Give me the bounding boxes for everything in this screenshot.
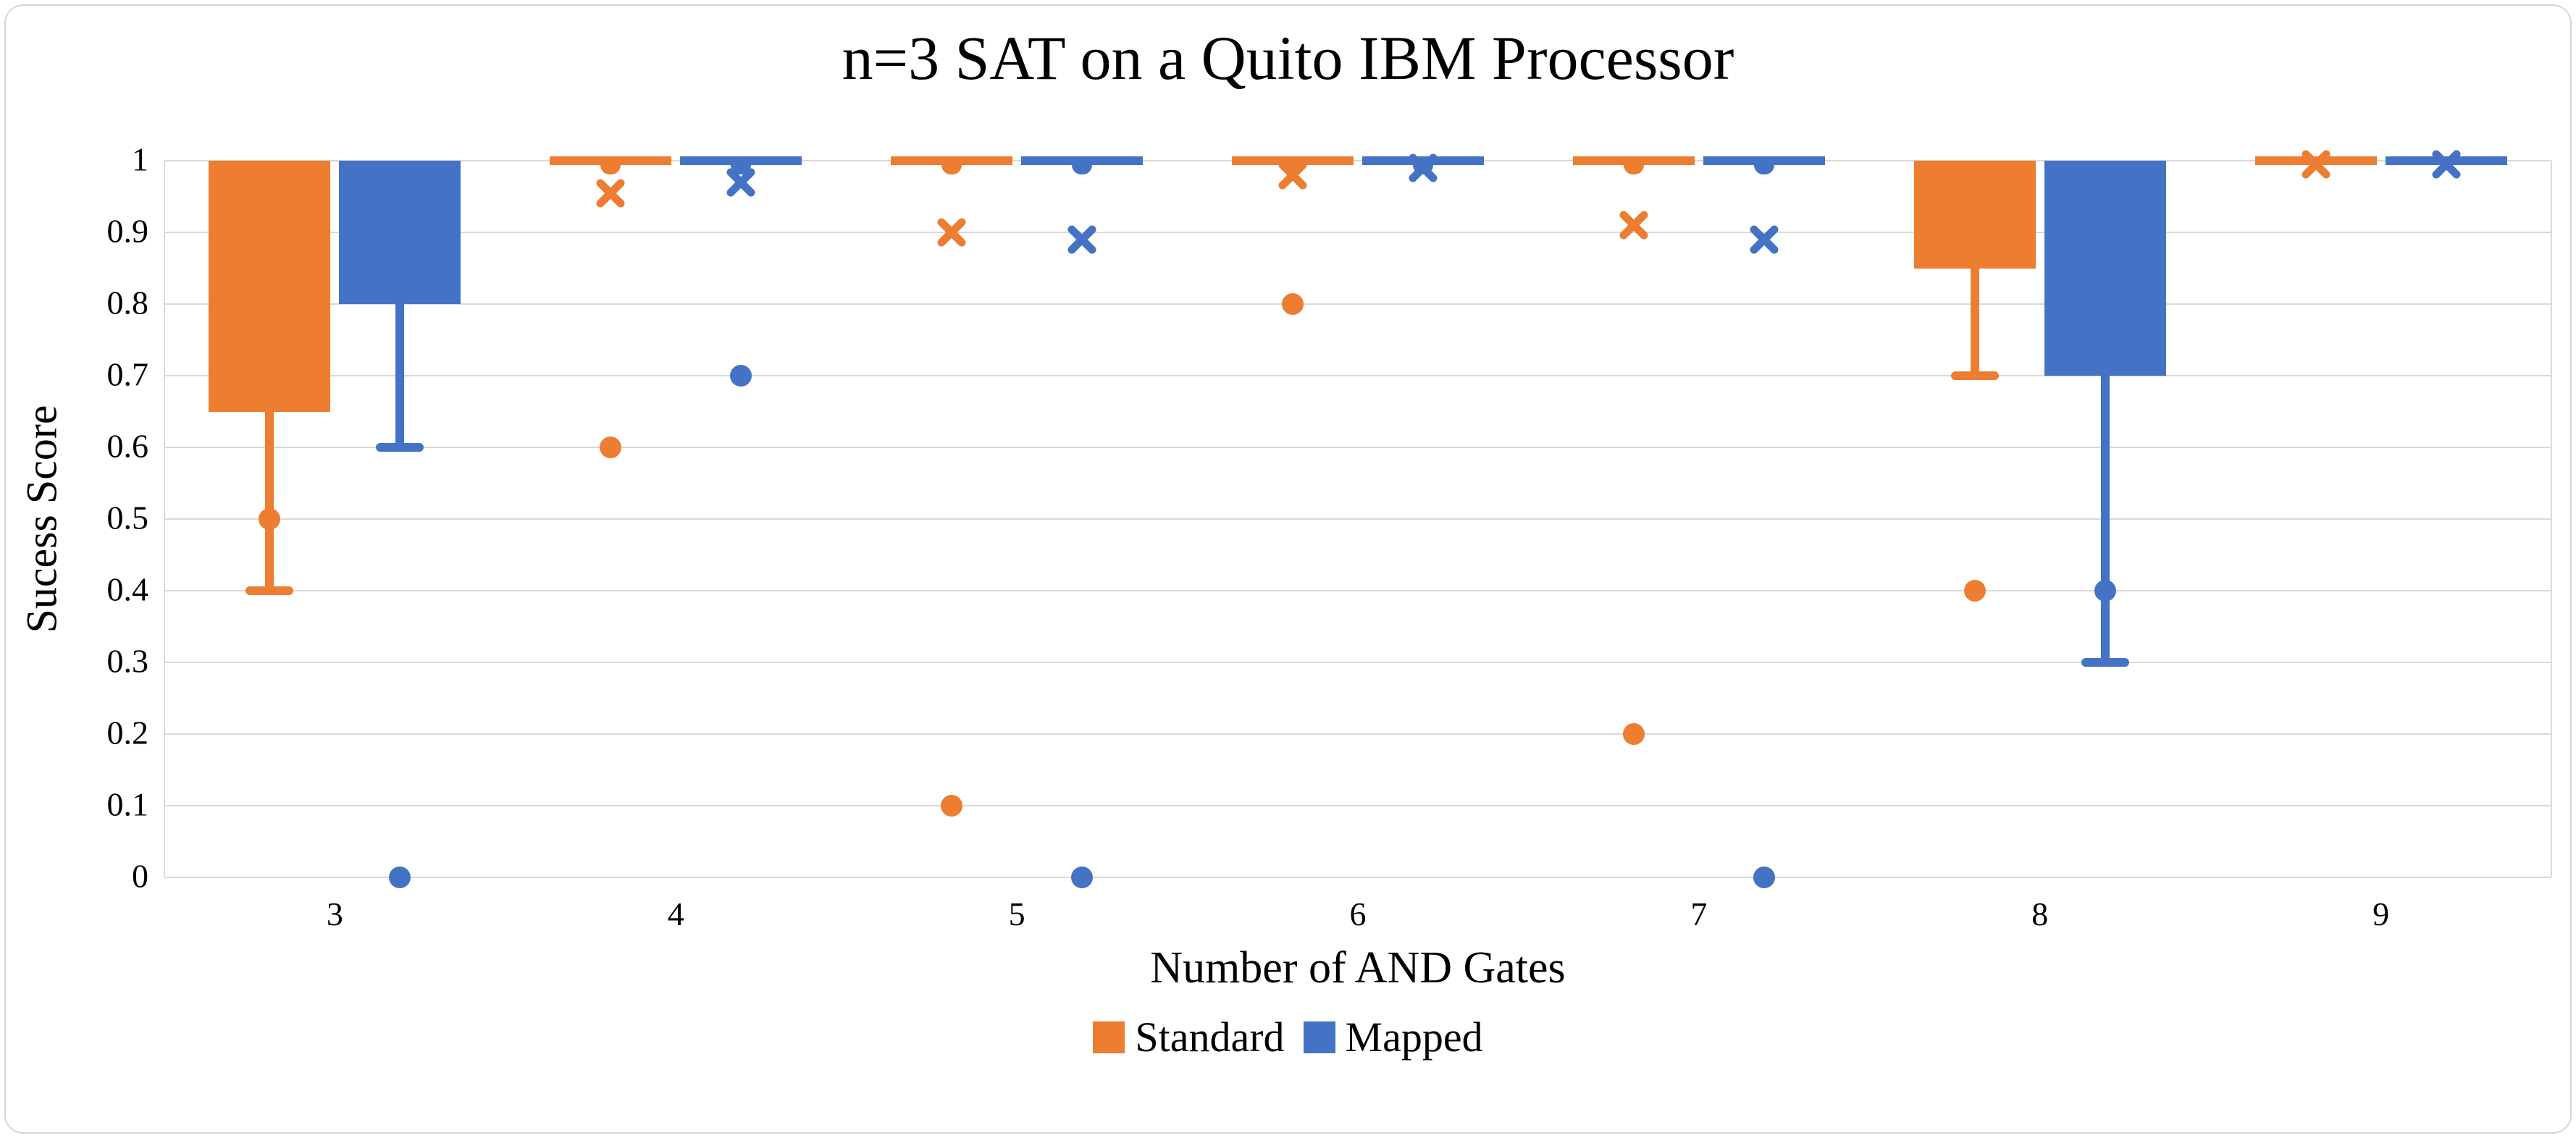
legend-item-standard: Standard: [1093, 1013, 1285, 1061]
y-tick-label: 0.3: [106, 642, 149, 680]
x-tick-label: 9: [2372, 895, 2390, 932]
y-tick-label: 0: [132, 857, 148, 895]
plot-right-border: [2551, 161, 2552, 877]
mean-x-marker: [724, 166, 758, 203]
whisker-line: [2100, 376, 2110, 662]
outlier-dot: [1753, 867, 1775, 888]
box-flat: [1703, 156, 1825, 165]
mean-x-marker: [1748, 223, 1781, 260]
gridline: [164, 232, 2551, 233]
y-axis-line: [164, 161, 165, 877]
x-tick-label: 6: [1349, 895, 1367, 932]
box: [209, 161, 331, 412]
standard-color-swatch: [1093, 1021, 1125, 1053]
x-tick-label: 5: [1008, 895, 1025, 932]
y-tick-label: 1: [132, 140, 148, 178]
outlier-dot: [730, 365, 752, 387]
y-tick-label: 0.1: [106, 785, 149, 823]
median-notch: [941, 165, 962, 174]
y-tick-label: 0.9: [106, 212, 149, 250]
whisker-line: [395, 304, 405, 447]
chart-title: n=3 SAT on a Quito IBM Processor: [842, 23, 1734, 93]
mean-x-marker: [1406, 151, 1440, 188]
whisker-cap: [1950, 371, 1999, 380]
mean-x-marker: [2299, 148, 2333, 185]
gridline: [164, 160, 2551, 161]
median-notch: [1072, 165, 1093, 174]
whisker-line: [265, 411, 274, 591]
mapped-color-swatch: [1303, 1021, 1335, 1053]
median-notch: [600, 165, 621, 174]
gridline: [164, 805, 2551, 806]
gridline: [164, 662, 2551, 663]
box-flat: [1232, 156, 1354, 165]
gridline: [164, 518, 2551, 520]
x-tick-label: 4: [667, 895, 684, 932]
x-tick-label: 7: [1690, 895, 1708, 932]
outlier-dot: [600, 437, 622, 458]
outlier-dot: [389, 867, 411, 888]
outlier-dot: [1622, 723, 1645, 745]
whisker-line: [1970, 268, 1979, 376]
legend-label-mapped: Mapped: [1345, 1013, 1483, 1061]
box-flat: [1572, 156, 1695, 165]
box-flat: [1362, 156, 1484, 165]
y-tick-label: 0.4: [106, 570, 149, 608]
mean-x-marker: [594, 177, 627, 214]
legend-label-standard: Standard: [1135, 1013, 1285, 1061]
x-axis-title: Number of AND Gates: [1150, 943, 1566, 992]
gridline: [164, 375, 2551, 376]
whisker-cap: [376, 443, 424, 452]
x-tick-label: 3: [326, 895, 343, 932]
gridline: [164, 447, 2551, 448]
y-axis-title: Sucess Score: [17, 405, 66, 633]
mean-x-marker: [1617, 208, 1650, 245]
y-tick-label: 0.2: [106, 714, 149, 751]
box-flat: [891, 156, 1013, 165]
whisker-cap: [246, 586, 294, 595]
box: [1913, 161, 2036, 269]
outlier-dot: [2094, 580, 2116, 602]
box: [2044, 161, 2166, 376]
y-tick-label: 0.6: [106, 427, 149, 465]
mean-x-marker: [2430, 148, 2463, 185]
whisker-cap: [2081, 658, 2129, 667]
mean-x-marker: [1276, 159, 1309, 195]
outlier-dot: [259, 508, 281, 530]
gridline: [164, 733, 2551, 735]
gridline: [164, 877, 2551, 878]
legend: Standard Mapped: [0, 1016, 2576, 1058]
y-tick-label: 0.8: [106, 284, 149, 321]
chart-border: [4, 4, 2572, 1134]
box-flat: [550, 156, 672, 165]
outlier-dot: [1963, 580, 1986, 602]
gridline: [164, 303, 2551, 305]
outlier-dot: [1282, 293, 1304, 315]
x-tick-label: 8: [2031, 895, 2049, 932]
box-flat: [1021, 156, 1144, 165]
box: [339, 161, 461, 304]
gridline: [164, 590, 2551, 591]
y-tick-label: 0.5: [106, 499, 149, 536]
mean-x-marker: [1065, 223, 1099, 260]
y-tick-label: 0.7: [106, 355, 149, 393]
box-flat: [680, 156, 802, 165]
mean-x-marker: [935, 216, 968, 253]
outlier-dot: [941, 795, 963, 817]
median-notch: [1753, 165, 1774, 174]
outlier-dot: [1071, 867, 1094, 888]
legend-item-mapped: Mapped: [1303, 1013, 1483, 1061]
median-notch: [1623, 165, 1644, 174]
